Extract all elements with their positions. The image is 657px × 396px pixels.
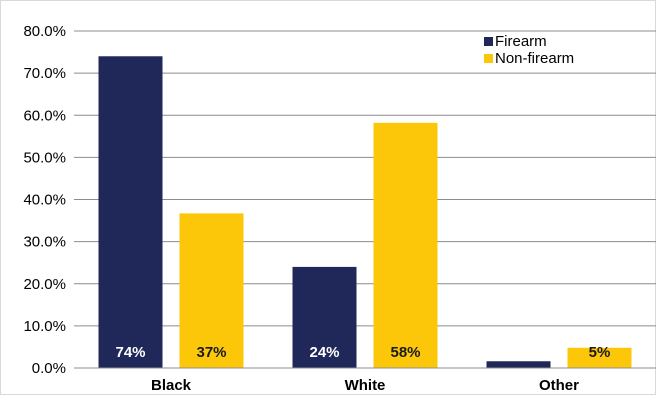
legend-label-firearm: Firearm [495,33,547,50]
data-label-firearm-other: 2% [508,344,530,361]
y-tick-label: 80.0% [23,23,66,40]
gridlines [74,30,656,327]
bars [98,56,632,369]
x-tick-label-other: Other [539,377,579,394]
bar-non-firearm-other [567,347,632,368]
y-tick-label: 40.0% [23,192,66,209]
y-tick-label: 0.0% [32,360,66,377]
data-label-firearm-black: 74% [115,344,145,361]
legend: Firearm Non-firearm [484,33,574,67]
legend-swatch-non-firearm [484,54,493,63]
y-tick-label: 10.0% [23,318,66,335]
data-label-non-firearm-other: 5% [589,344,611,361]
y-tick-label: 70.0% [23,65,66,82]
y-tick-label: 60.0% [23,107,66,124]
data-label-non-firearm-black: 37% [196,344,226,361]
y-tick-label: 20.0% [23,276,66,293]
bar-non-firearm-black [179,213,244,368]
data-labels: 74% 37% 24% 58% 2% 5% [115,344,610,361]
data-label-non-firearm-white: 58% [390,344,420,361]
y-tick-label: 50.0% [23,149,66,166]
x-axis-ticks: Black White Other [151,377,579,394]
bar-firearm-black [98,56,163,369]
x-tick-label-black: Black [151,377,192,394]
bar-firearm-white [292,266,357,368]
bar-non-firearm-white [373,122,438,369]
legend-label-non-firearm: Non-firearm [495,50,574,67]
data-label-firearm-white: 24% [309,344,339,361]
bar-firearm-other [486,361,551,368]
legend-swatch-firearm [484,37,493,46]
x-tick-label-white: White [345,377,386,394]
y-tick-label: 30.0% [23,234,66,251]
y-axis-ticks: 0.0% 10.0% 20.0% 30.0% 40.0% 50.0% 60.0% 70.0% 8… [23,23,66,377]
